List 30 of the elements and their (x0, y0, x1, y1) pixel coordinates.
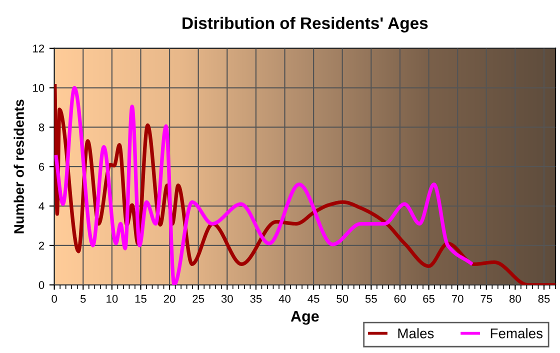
chart-title: Distribution of Residents' Ages (182, 16, 428, 32)
x-tick-label: 5 (80, 295, 86, 303)
legend-label: Males (398, 328, 434, 338)
x-axis-title: Age (290, 311, 319, 325)
x-tick-label: 60 (394, 294, 406, 303)
x-tick-label: 75 (480, 295, 492, 303)
x-tick-label: 40 (278, 294, 290, 303)
y-tick-label: 12 (33, 44, 44, 52)
y-tick-label: 2 (38, 242, 44, 250)
x-tick-label: 25 (192, 294, 204, 303)
x-tick-label: 55 (365, 295, 377, 303)
x-tick-label: 35 (250, 294, 262, 303)
x-tick-label: 20 (164, 294, 176, 303)
x-tick-label: 15 (135, 295, 146, 303)
x-tick-label: 85 (538, 294, 550, 303)
x-tick-label: 80 (509, 294, 521, 303)
x-tick-label: 65 (423, 294, 434, 303)
y-tick-label: 10 (33, 84, 44, 92)
y-tick-label: 8 (38, 123, 44, 132)
y-tick-label: 6 (38, 162, 44, 171)
y-tick-label: 0 (38, 281, 44, 290)
y-axis-title: Number of residents (14, 100, 24, 234)
x-tick-label: 50 (336, 294, 348, 303)
legend-label: Females (490, 328, 543, 338)
x-tick-label: 70 (452, 294, 464, 303)
y-tick-label: 4 (38, 202, 44, 210)
x-tick-label: 0 (52, 294, 57, 303)
x-tick-label: 30 (221, 294, 233, 303)
x-tick-label: 10 (106, 294, 118, 303)
x-tick-label: 45 (308, 295, 320, 303)
